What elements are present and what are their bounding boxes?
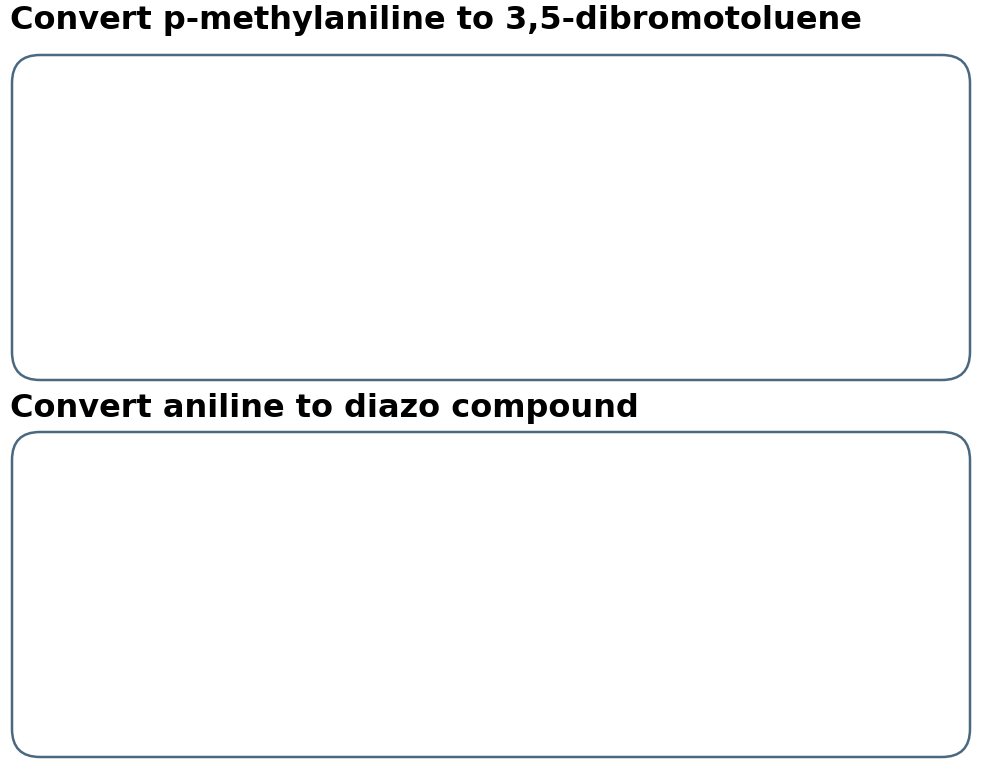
Text: Convert p-methylaniline to 3,5-dibromotoluene: Convert p-methylaniline to 3,5-dibromoto… (10, 5, 862, 36)
FancyBboxPatch shape (12, 432, 970, 757)
FancyBboxPatch shape (12, 55, 970, 380)
Text: Convert aniline to diazo compound: Convert aniline to diazo compound (10, 393, 639, 424)
